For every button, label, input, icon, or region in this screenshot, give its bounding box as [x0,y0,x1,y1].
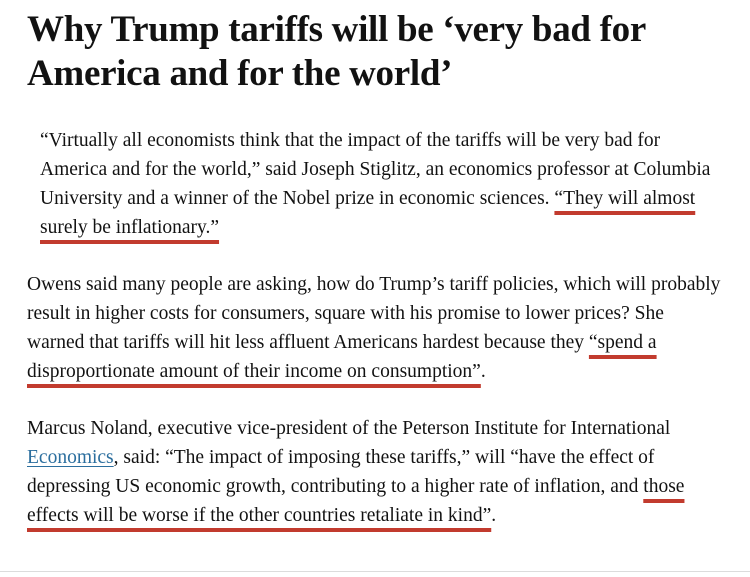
red-underlined-text: “They will almost surely be inflationary… [40,188,696,238]
paragraph-text: Owens said many people are asking, how d… [27,274,721,353]
paragraph-text: , said: “The impact of imposing these ta… [27,447,655,497]
economics-link[interactable]: Economics [27,447,114,468]
paragraph-noland-quote: Marcus Noland, executive vice-president … [27,414,725,530]
paragraph-text: . [491,505,497,526]
red-underlined-text: those effects will be worse if the other… [27,476,685,526]
paragraph-text: Marcus Noland, executive vice-president … [27,418,671,439]
bottom-divider [0,571,750,572]
paragraph-stiglitz-quote: “Virtually all economists think that the… [27,126,725,242]
article-headline: Why Trump tariffs will be ‘very bad for … [27,9,646,94]
red-underlined-text: “spend a disproportionate amount of thei… [27,332,657,382]
paragraph-text: “Virtually all economists think that the… [40,130,711,209]
paragraph-text: . [480,361,486,382]
paragraph-owens-quote: Owens said many people are asking, how d… [27,270,725,386]
